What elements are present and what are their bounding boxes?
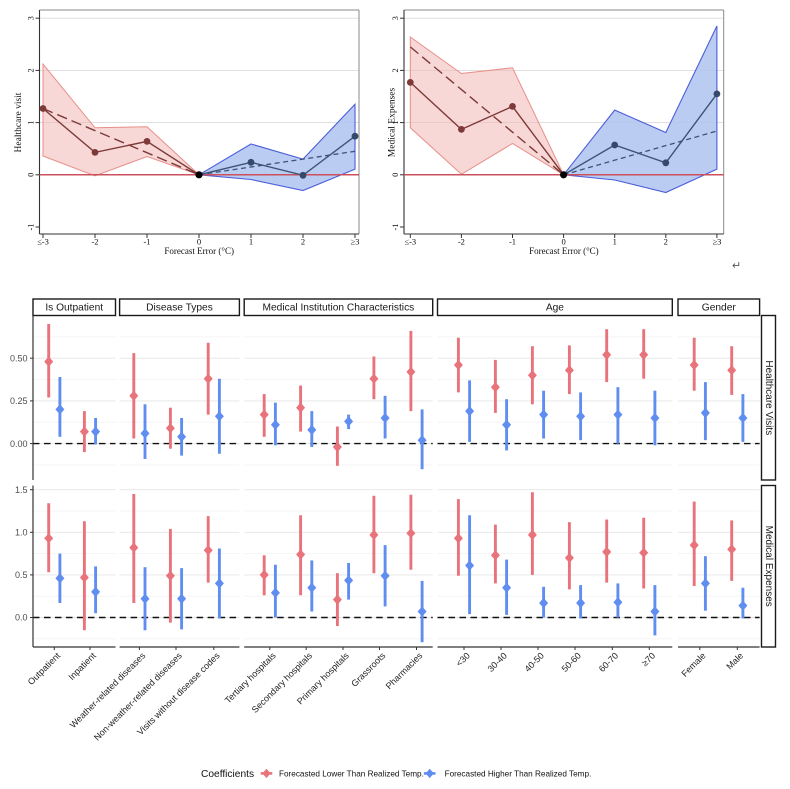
svg-text:3: 3 bbox=[25, 16, 35, 20]
svg-text:Age: Age bbox=[546, 302, 564, 313]
svg-text:≤-3: ≤-3 bbox=[37, 237, 49, 247]
svg-text:≥3: ≥3 bbox=[351, 237, 360, 247]
svg-text:1.0: 1.0 bbox=[15, 528, 28, 538]
svg-text:2: 2 bbox=[664, 237, 668, 247]
svg-text:0.0: 0.0 bbox=[15, 613, 28, 623]
svg-text:Healthcare visit: Healthcare visit bbox=[14, 92, 24, 152]
svg-text:-2: -2 bbox=[91, 237, 98, 247]
svg-text:0.25: 0.25 bbox=[10, 396, 28, 406]
svg-text:2: 2 bbox=[25, 68, 35, 72]
svg-text:0: 0 bbox=[561, 237, 565, 247]
svg-text:≥3: ≥3 bbox=[712, 237, 721, 247]
svg-text:Forecast Error (°C): Forecast Error (°C) bbox=[529, 246, 599, 256]
svg-text:Forecasted Lower Than Realized: Forecasted Lower Than Realized Temp. bbox=[279, 770, 424, 779]
svg-text:2: 2 bbox=[390, 68, 400, 72]
svg-text:↵: ↵ bbox=[732, 260, 741, 272]
svg-text:1: 1 bbox=[613, 237, 617, 247]
svg-text:Coefficients: Coefficients bbox=[201, 769, 254, 780]
svg-text:0.5: 0.5 bbox=[15, 570, 28, 580]
svg-text:0.50: 0.50 bbox=[10, 353, 28, 363]
svg-text:-1: -1 bbox=[143, 237, 150, 247]
svg-text:0: 0 bbox=[390, 173, 400, 177]
svg-text:2: 2 bbox=[301, 237, 305, 247]
svg-text:Medical Expenses: Medical Expenses bbox=[388, 88, 398, 158]
svg-text:0: 0 bbox=[197, 237, 201, 247]
svg-text:Disease Types: Disease Types bbox=[146, 302, 213, 313]
svg-text:3: 3 bbox=[390, 16, 400, 20]
svg-text:-2: -2 bbox=[458, 237, 465, 247]
svg-text:Forecast Error (°C): Forecast Error (°C) bbox=[164, 246, 234, 256]
svg-text:0.00: 0.00 bbox=[10, 439, 28, 449]
svg-text:Medical Institution Characteri: Medical Institution Characteristics bbox=[263, 302, 415, 313]
svg-text:1: 1 bbox=[25, 120, 35, 124]
svg-text:Forecasted Higher Than Realize: Forecasted Higher Than Realized Temp. bbox=[445, 770, 592, 779]
svg-text:1: 1 bbox=[249, 237, 253, 247]
svg-text:-1: -1 bbox=[25, 223, 35, 230]
svg-text:-1: -1 bbox=[390, 223, 400, 230]
svg-text:Gender: Gender bbox=[702, 302, 737, 313]
svg-text:0: 0 bbox=[25, 173, 35, 177]
svg-text:-1: -1 bbox=[509, 237, 516, 247]
svg-text:1.5: 1.5 bbox=[15, 485, 28, 495]
svg-text:≤-3: ≤-3 bbox=[404, 237, 416, 247]
svg-text:Healthcare Visits: Healthcare Visits bbox=[763, 360, 774, 435]
svg-text:Is Outpatient: Is Outpatient bbox=[45, 302, 103, 313]
svg-text:1: 1 bbox=[390, 120, 400, 124]
svg-text:Medical Expenses: Medical Expenses bbox=[763, 526, 774, 607]
